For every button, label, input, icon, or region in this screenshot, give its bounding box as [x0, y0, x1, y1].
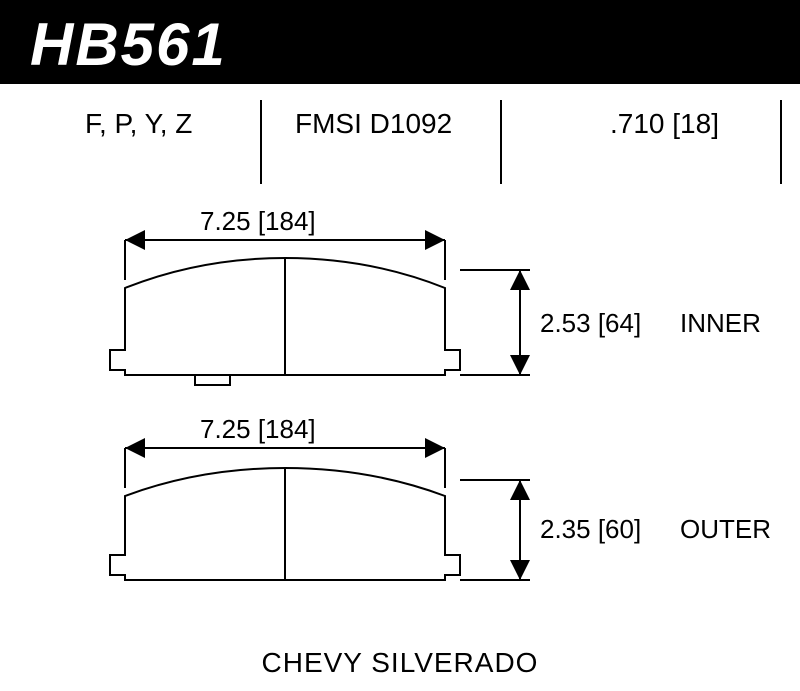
separator	[500, 100, 502, 184]
separator	[260, 100, 262, 184]
outer-side-label: OUTER	[680, 514, 771, 544]
inner-height-label: 2.53 [64]	[540, 308, 641, 338]
fmsi-code: FMSI D1092	[295, 108, 452, 140]
diagram-svg: 7.25 [184] 2.53 [64] INNER 7.25 [184]	[0, 210, 800, 640]
inner-side-label: INNER	[680, 308, 761, 338]
inner-width-label: 7.25 [184]	[200, 210, 316, 236]
pad-diagram: 7.25 [184] 2.53 [64] INNER 7.25 [184]	[0, 210, 800, 640]
outer-width-label: 7.25 [184]	[200, 414, 316, 444]
header-bar: HB561	[0, 0, 800, 84]
separator	[780, 100, 782, 184]
codes-row: F, P, Y, Z FMSI D1092 .710 [18]	[0, 100, 800, 190]
vehicle-name: CHEVY SILVERADO	[0, 647, 800, 679]
thickness-spec: .710 [18]	[610, 108, 719, 140]
compound-codes: F, P, Y, Z	[85, 108, 192, 140]
spec-sheet: HB561 F, P, Y, Z FMSI D1092 .710 [18]	[0, 0, 800, 691]
part-number: HB561	[30, 10, 227, 79]
outer-height-label: 2.35 [60]	[540, 514, 641, 544]
